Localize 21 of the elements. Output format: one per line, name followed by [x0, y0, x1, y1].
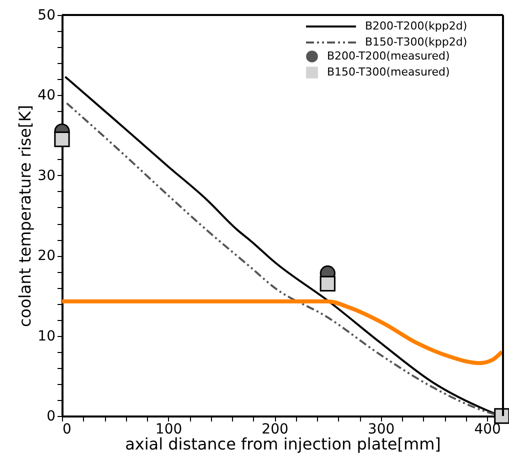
line-series — [60, 299, 504, 366]
legend-label: B150-T300(measured) — [327, 66, 450, 78]
x-tick-label: 300 — [368, 422, 395, 438]
legend-label: B200-T200(kpp2d) — [365, 20, 468, 32]
y-tick-label: 30 — [38, 168, 56, 184]
y-tick-label: 10 — [38, 328, 56, 344]
point — [494, 408, 509, 424]
x-tick-label: 200 — [262, 422, 288, 438]
y-tick-label: 0 — [46, 408, 56, 424]
legend-label: B200-T200(measured) — [327, 50, 450, 62]
y-tick-label: 40 — [38, 88, 56, 104]
y-tick-label: 20 — [38, 248, 56, 264]
point — [320, 276, 336, 292]
x-tick-label: 100 — [155, 422, 182, 438]
x-tick-label: 400 — [474, 422, 501, 438]
y-tick-label: 50 — [38, 8, 56, 24]
x-tick-label: 0 — [62, 422, 72, 438]
point — [54, 131, 70, 148]
y-axis-title: coolant temperature rise[K] — [16, 105, 35, 327]
x-axis-title: axial distance from injection plate[mm] — [125, 434, 441, 454]
legend-label: B150-T300(kpp2d) — [365, 36, 468, 48]
